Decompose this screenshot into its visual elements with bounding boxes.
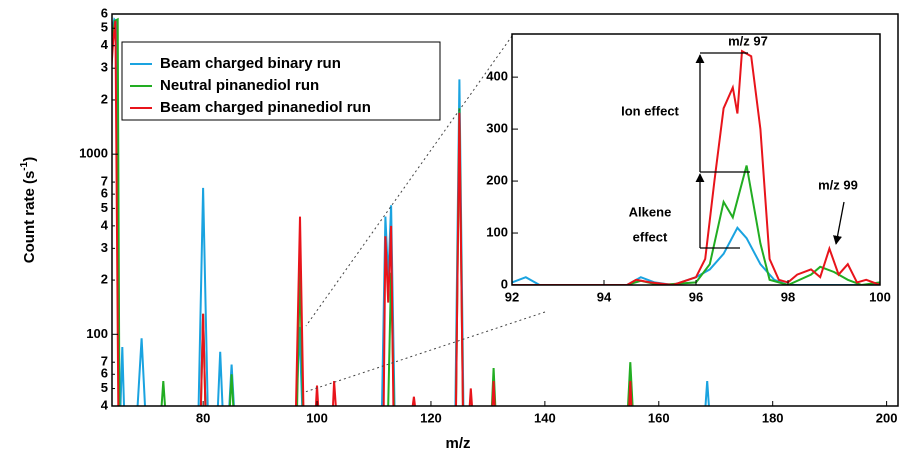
y-tick-label: 1000 — [79, 146, 108, 161]
y-tick-label: 100 — [86, 326, 108, 341]
inset-plot: 92 94 96 98 100 0 100 200 300 400 m/z 97 Ion effect… — [486, 33, 891, 304]
legend-label: Beam charged pinanediol run — [160, 99, 371, 116]
series-group — [112, 17, 710, 406]
series-line — [512, 49, 880, 285]
legend-box — [121, 41, 441, 121]
y-tick-label: 100 — [486, 224, 508, 239]
x-tick-label: 120 — [420, 410, 442, 425]
y-tick-label: 6 — [101, 186, 108, 201]
x-axis-label: m/z — [445, 435, 470, 452]
x-tick-label: 100 — [869, 289, 891, 304]
annotation: m/z 99 — [818, 177, 858, 192]
y-tick-label: 5 — [101, 380, 108, 395]
x-tick-label: 92 — [505, 289, 519, 304]
legend-label: Beam charged binary run — [160, 55, 341, 72]
y-tick-label: 7 — [101, 354, 108, 369]
x-tick-label: 98 — [781, 289, 795, 304]
y-tick-label: 3 — [101, 240, 108, 255]
inset-background — [512, 34, 880, 285]
annotation-arrows — [695, 52, 845, 249]
x-tick-label: 200 — [876, 410, 898, 425]
x-tick-label: 180 — [762, 410, 784, 425]
zoom-guide — [305, 35, 513, 327]
y-tick-label: 5 — [101, 20, 108, 35]
y-tick-label: 5 — [101, 200, 108, 215]
annotation: Alkene — [629, 204, 672, 219]
x-tick-label: 100 — [306, 410, 328, 425]
arrow — [833, 201, 845, 245]
zoom-guide — [304, 311, 546, 393]
annotation: Ion effect — [621, 103, 679, 118]
y-axis-label-sup: -1 — [19, 161, 30, 170]
x-tick-label: 94 — [597, 289, 612, 304]
y-tick-label: 4 — [101, 397, 109, 412]
y-tick-label: 6 — [101, 366, 108, 381]
y-tick-label: 300 — [486, 121, 508, 136]
y-tick-label: 2 — [101, 272, 108, 287]
y-tick-label: 6 — [101, 5, 108, 20]
y-tick-label: 4 — [101, 37, 109, 52]
y-tick-label: 400 — [486, 69, 508, 84]
legend-label: Neutral pinanediol run — [160, 77, 319, 94]
x-tick-label: 80 — [196, 410, 210, 425]
y-tick-label: 7 — [101, 174, 108, 189]
y-tick-label: 0 — [501, 276, 508, 291]
legend: Beam charged binary run Neutral pinanedio… — [121, 41, 441, 121]
x-tick-label: 96 — [689, 289, 703, 304]
y-tick-label: 200 — [486, 173, 508, 188]
y-axis-label-end: ) — [21, 157, 38, 162]
main-plot: 80 100 120 140 160 180 20045671002345671000234… — [79, 5, 899, 425]
y-tick-label: 2 — [101, 91, 108, 106]
y-tick-label: 3 — [101, 60, 108, 75]
plot-frame — [111, 13, 899, 407]
series-line — [112, 20, 633, 406]
y-tick-label: 4 — [101, 217, 109, 232]
y-axis-label: Count rate (s-1) — [19, 157, 38, 263]
y-axis-label-text: Count rate (s — [21, 171, 38, 264]
annotation: effect — [633, 229, 668, 244]
x-tick-label: 160 — [648, 410, 670, 425]
x-tick-label: 140 — [534, 410, 556, 425]
annotation: m/z 97 — [728, 33, 768, 48]
